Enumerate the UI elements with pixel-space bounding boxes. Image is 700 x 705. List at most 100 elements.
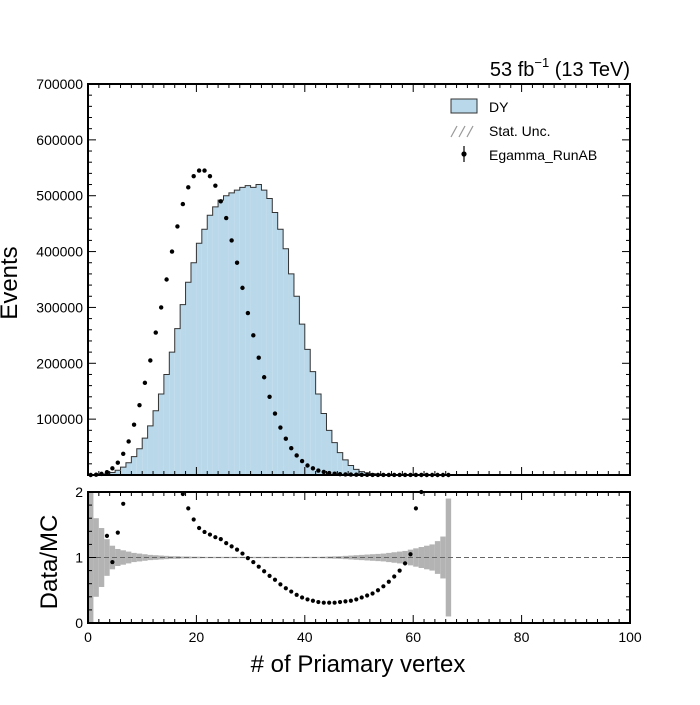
data-point (294, 453, 298, 457)
dy-bar (153, 411, 158, 475)
ratio-point (300, 595, 304, 599)
data-point (300, 459, 304, 463)
ratio-point (257, 565, 261, 569)
dy-bar (196, 243, 201, 475)
ratio-point (349, 599, 353, 603)
dy-bar (142, 438, 147, 475)
data-point (257, 356, 261, 360)
data-point (159, 305, 163, 309)
data-point (311, 466, 315, 470)
dy-bar (261, 190, 266, 475)
data-point (143, 381, 147, 385)
dy-bar (310, 372, 315, 475)
data-point (116, 461, 120, 465)
ratio-point (202, 530, 206, 534)
ratio-point (408, 552, 412, 556)
ratio-point (192, 517, 196, 521)
dy-bar (186, 282, 191, 475)
ratio-point (365, 593, 369, 597)
y-tick-label: 200000 (36, 355, 83, 371)
data-point (202, 168, 206, 172)
ratio-point (267, 574, 271, 578)
dy-bar (158, 394, 163, 475)
dy-bar (256, 185, 261, 475)
y-tick-label: 700000 (36, 76, 83, 92)
dy-bar (229, 193, 234, 475)
dy-bar (272, 212, 277, 475)
ratio-point (116, 531, 120, 535)
data-point (305, 463, 309, 467)
ratio-y-tick-label: 1 (75, 550, 83, 566)
ratio-point (213, 535, 217, 539)
y-tick-label: 100000 (36, 411, 83, 427)
dy-bar (289, 274, 294, 475)
legend-marker-data (461, 151, 466, 156)
ratio-point (251, 560, 255, 564)
legend-label-dy: DY (489, 99, 509, 115)
y-tick-label: 400000 (36, 244, 83, 260)
data-point (213, 183, 217, 187)
ratio-point (414, 506, 418, 510)
data-point (175, 224, 179, 228)
dy-bar (191, 263, 196, 475)
data-point (278, 425, 282, 429)
x-tick-label: 100 (618, 629, 642, 645)
ratio-point (360, 595, 364, 599)
dy-bar (175, 329, 180, 475)
lumi-tail: (13 TeV) (549, 59, 630, 81)
ratio-point (333, 601, 337, 605)
ratio-point (327, 601, 331, 605)
ratio-point (403, 561, 407, 565)
data-point (154, 330, 158, 334)
data-point (132, 423, 136, 427)
dy-bar (294, 296, 299, 475)
lumi-base: 53 fb (490, 59, 534, 81)
dy-bar (148, 426, 153, 475)
dy-bar (224, 196, 229, 475)
ratio-y-tick-label: 2 (75, 484, 83, 500)
dy-bar (164, 374, 169, 475)
ratio-point (224, 541, 228, 545)
dy-bar (213, 207, 218, 475)
x-tick-label: 80 (514, 629, 530, 645)
dy-bar (202, 229, 207, 475)
legend-swatch-dy (451, 99, 477, 113)
ratio-point (105, 534, 109, 538)
ratio-point (289, 589, 293, 593)
ratio-point (121, 502, 125, 506)
ratio-point (295, 593, 299, 597)
data-point (121, 452, 125, 456)
ratio-point (235, 548, 239, 552)
ratio-point (398, 569, 402, 573)
data-point (197, 168, 201, 172)
data-point (284, 436, 288, 440)
ratio-point (246, 556, 250, 560)
x-tick-label: 40 (297, 629, 313, 645)
dy-bar (207, 215, 212, 475)
ratio-point (343, 599, 347, 603)
dy-bar (278, 229, 283, 475)
ratio-point (240, 551, 244, 555)
ratio-point (262, 569, 266, 573)
data-point (191, 174, 195, 178)
main-y-axis-label: Events (0, 246, 23, 319)
data-point (273, 411, 277, 415)
x-tick-label: 0 (84, 629, 92, 645)
ratio-point (273, 578, 277, 582)
ratio-point (311, 599, 315, 603)
x-tick-label: 20 (189, 629, 205, 645)
dy-bar (131, 457, 136, 475)
data-point (170, 249, 174, 253)
data-point (322, 470, 326, 474)
data-point (110, 466, 114, 470)
data-point (137, 403, 141, 407)
dy-bar (234, 190, 239, 475)
data-point (105, 470, 109, 474)
ratio-point (376, 588, 380, 592)
data-point (219, 199, 223, 203)
data-point (316, 468, 320, 472)
ratio-point (278, 582, 282, 586)
